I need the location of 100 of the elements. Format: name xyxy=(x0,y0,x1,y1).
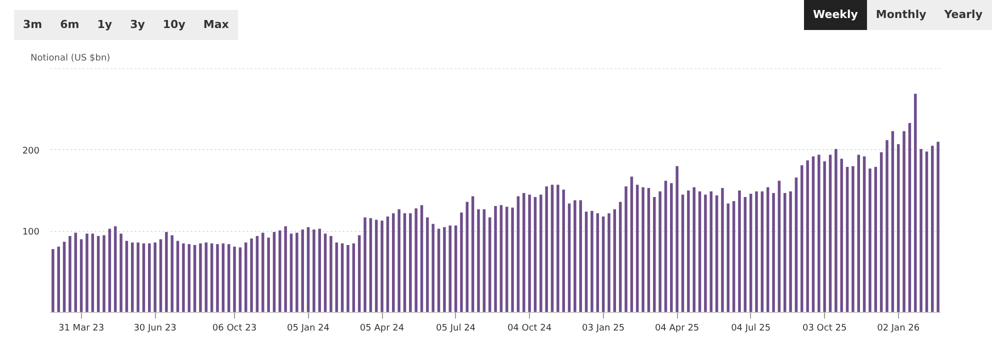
text: 3y xyxy=(121,10,154,40)
bar xyxy=(250,238,253,312)
bar xyxy=(176,240,180,312)
x-tick-label: 05 Jul 24 xyxy=(436,324,476,334)
bar xyxy=(852,166,854,312)
bar xyxy=(358,235,361,312)
bar xyxy=(170,235,174,312)
bar xyxy=(352,243,356,312)
bar xyxy=(482,209,486,312)
bar xyxy=(386,216,390,312)
bar xyxy=(812,156,815,312)
bar xyxy=(57,246,60,312)
bar xyxy=(902,131,906,312)
bar xyxy=(818,154,820,312)
bar xyxy=(403,213,406,312)
bar xyxy=(420,205,424,312)
bar xyxy=(477,209,480,312)
bar xyxy=(448,225,452,312)
bar xyxy=(534,197,537,312)
bar xyxy=(715,195,718,312)
bar xyxy=(794,177,798,312)
bar xyxy=(68,236,72,312)
bar xyxy=(608,213,610,312)
bar xyxy=(789,191,792,312)
bar xyxy=(914,94,917,312)
bar xyxy=(710,191,712,312)
bar xyxy=(398,209,400,312)
bar xyxy=(471,196,474,312)
bar xyxy=(647,188,650,312)
bar xyxy=(545,186,548,312)
bar xyxy=(414,208,418,312)
bar xyxy=(312,230,316,312)
bar xyxy=(80,239,83,312)
bar xyxy=(613,209,616,312)
bar xyxy=(494,206,497,312)
bar xyxy=(324,234,327,312)
bar xyxy=(880,152,883,312)
bar xyxy=(102,235,106,312)
bar xyxy=(340,243,344,312)
bar xyxy=(460,212,463,312)
bar xyxy=(409,213,412,312)
bar xyxy=(642,187,644,312)
bar xyxy=(306,227,310,312)
bar xyxy=(857,154,860,312)
bar xyxy=(188,244,190,312)
y-tick-label: 100 xyxy=(22,228,40,238)
bar xyxy=(704,194,707,312)
bar xyxy=(618,202,622,312)
bar xyxy=(828,154,832,312)
bar xyxy=(62,242,66,312)
bar xyxy=(204,242,208,312)
bar xyxy=(760,191,764,312)
bar xyxy=(238,247,242,312)
bar xyxy=(330,236,332,312)
bar xyxy=(630,176,634,312)
bar xyxy=(114,226,117,312)
text: Weekly xyxy=(804,0,867,30)
bar xyxy=(130,242,134,312)
bar xyxy=(500,205,503,312)
x-tick-label: 03 Jan 25 xyxy=(582,324,625,334)
text: 6m xyxy=(51,10,88,40)
bar xyxy=(301,230,304,312)
bar xyxy=(511,208,514,312)
bar xyxy=(267,238,270,312)
bar xyxy=(732,201,736,312)
bar xyxy=(108,228,112,312)
bar xyxy=(698,191,702,312)
x-tick-label: 04 Jul 25 xyxy=(731,324,771,334)
bar xyxy=(590,210,594,312)
bar xyxy=(687,190,690,312)
bar xyxy=(874,166,878,312)
bar xyxy=(454,225,458,312)
bar xyxy=(528,194,531,312)
bar xyxy=(772,192,775,312)
bar xyxy=(278,230,282,312)
bar xyxy=(658,191,662,312)
bar xyxy=(233,246,236,312)
bar xyxy=(374,220,378,312)
bar xyxy=(154,242,156,312)
bar xyxy=(222,243,225,312)
bar xyxy=(846,166,849,312)
bar xyxy=(86,234,88,312)
text: 10y xyxy=(154,10,194,40)
bar xyxy=(318,228,321,312)
bar xyxy=(908,122,912,312)
bar xyxy=(522,192,526,312)
bar xyxy=(284,226,287,312)
bar xyxy=(755,191,758,312)
bar xyxy=(159,239,162,312)
bar xyxy=(193,244,196,312)
bar xyxy=(652,197,656,312)
bar xyxy=(624,186,628,312)
bar xyxy=(806,160,809,312)
bar xyxy=(136,242,140,312)
bar xyxy=(148,243,151,312)
x-tick-label: 31 Mar 23 xyxy=(58,324,104,334)
text: Monthly xyxy=(866,0,936,30)
bar xyxy=(96,236,100,312)
bar xyxy=(840,158,843,312)
bar xyxy=(738,190,741,312)
